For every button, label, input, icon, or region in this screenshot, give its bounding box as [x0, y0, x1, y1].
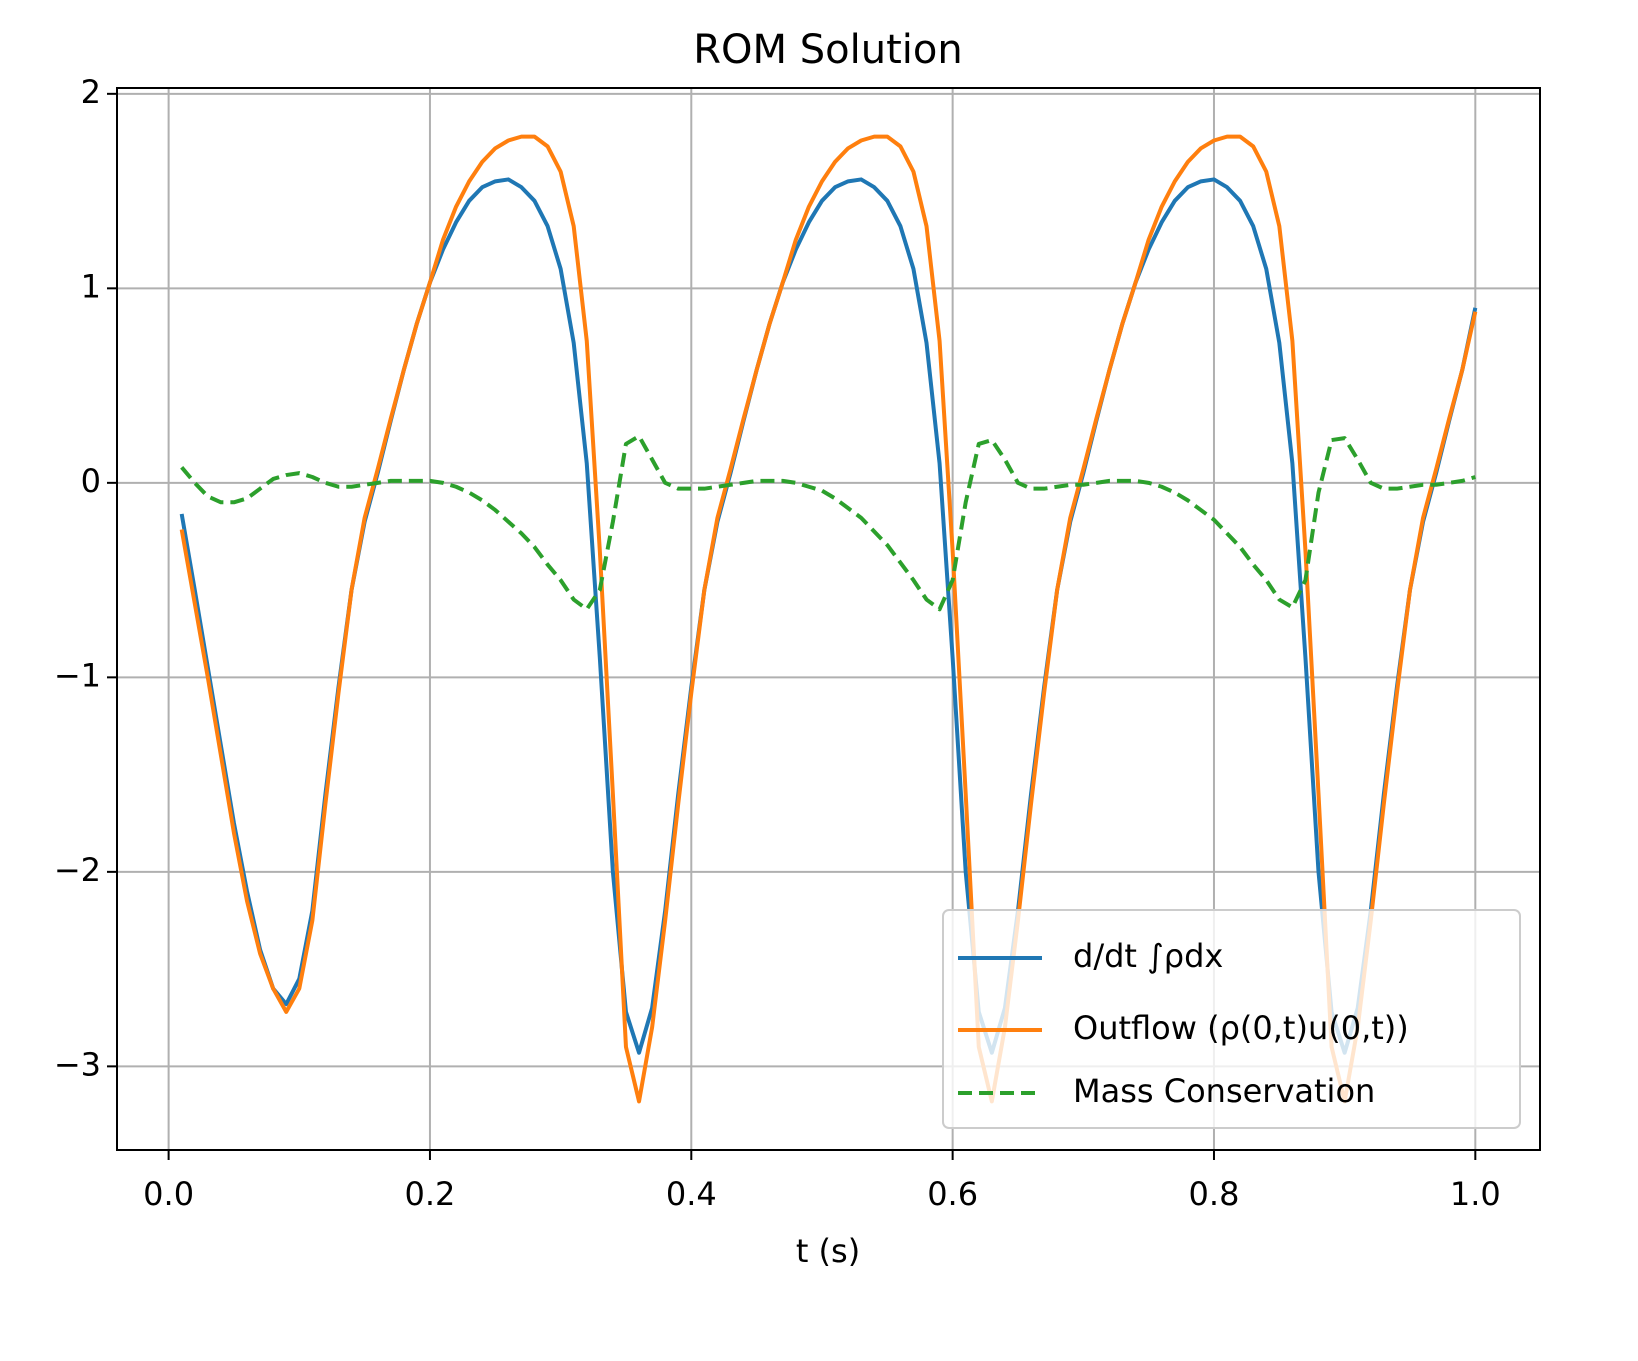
series-line: [179, 134, 1478, 1104]
x-tick-label: 0.6: [927, 1175, 978, 1213]
x-tick-label: 0.8: [1189, 1175, 1240, 1213]
y-tick-label: 0: [81, 462, 101, 500]
legend-label: Outflow (ρ(0,t)u(0,t)): [1073, 1009, 1409, 1047]
x-tick-label: 1.0: [1450, 1175, 1501, 1213]
y-tick-label: 1: [81, 267, 101, 305]
legend-box: [942, 909, 1521, 1129]
x-tick-label: 0.4: [666, 1175, 717, 1213]
x-axis-label: t (s): [796, 1232, 860, 1270]
y-tick-label: −1: [54, 656, 101, 694]
y-tick-label: 2: [81, 73, 101, 111]
y-tick-label: −3: [54, 1045, 101, 1083]
legend-label: d/dt ∫ρdx: [1073, 937, 1223, 975]
chart-title: ROM Solution: [693, 27, 962, 73]
legend: d/dt ∫ρdx Outflow (ρ(0,t)u(0,t)) Mass Cons…: [942, 909, 1521, 1129]
x-tick-label: 0.0: [143, 1175, 194, 1213]
legend-label: Mass Conservation: [1073, 1072, 1375, 1110]
y-tick-label: −2: [54, 851, 101, 889]
plot-frame: [116, 87, 1541, 1151]
x-tick-label: 0.2: [405, 1175, 456, 1213]
series-line: [180, 434, 1476, 612]
